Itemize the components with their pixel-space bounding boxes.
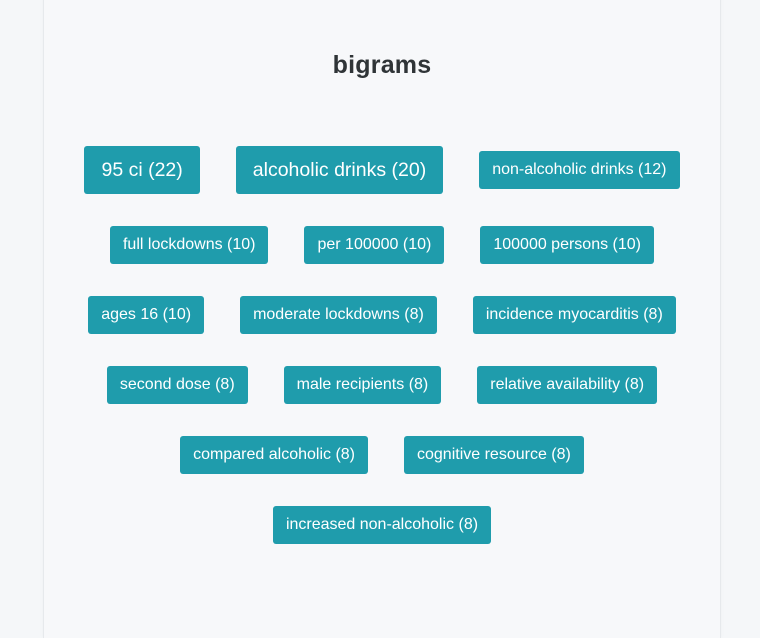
tag-button[interactable]: 95 ci (22) — [84, 146, 200, 194]
tag-row-5: compared alcoholic (8) cognitive resourc… — [44, 436, 720, 474]
tag-button[interactable]: ages 16 (10) — [88, 296, 205, 334]
tag-button[interactable]: increased non-alcoholic (8) — [272, 506, 492, 544]
tag-row-6: increased non-alcoholic (8) — [44, 506, 720, 544]
tag-row-3: ages 16 (10) moderate lockdowns (8) inci… — [44, 296, 720, 334]
tag-row-2: full lockdowns (10) per 100000 (10) 1000… — [44, 226, 720, 264]
card-title: bigrams — [332, 51, 432, 79]
tag-button[interactable]: non-alcoholic drinks (12) — [479, 151, 680, 189]
tag-row-1: 95 ci (22) alcoholic drinks (20) non-alc… — [44, 146, 720, 194]
tag-button[interactable]: 100000 persons (10) — [480, 226, 654, 264]
tag-button[interactable]: second dose (8) — [106, 366, 248, 404]
tag-button[interactable]: incidence myocarditis (8) — [472, 296, 676, 334]
tag-button[interactable]: cognitive resource (8) — [404, 436, 584, 474]
tag-button[interactable]: compared alcoholic (8) — [180, 436, 368, 474]
tag-row-4: second dose (8) male recipients (8) rela… — [44, 366, 720, 404]
tag-button[interactable]: moderate lockdowns (8) — [240, 296, 437, 334]
tag-button[interactable]: relative availability (8) — [477, 366, 658, 404]
tag-button[interactable]: alcoholic drinks (20) — [235, 146, 444, 194]
tag-button[interactable]: per 100000 (10) — [304, 226, 445, 264]
bigrams-card: bigrams 95 ci (22) alcoholic drinks (20)… — [43, 0, 721, 638]
tag-button[interactable]: male recipients (8) — [283, 366, 442, 404]
tag-button[interactable]: full lockdowns (10) — [109, 226, 269, 264]
